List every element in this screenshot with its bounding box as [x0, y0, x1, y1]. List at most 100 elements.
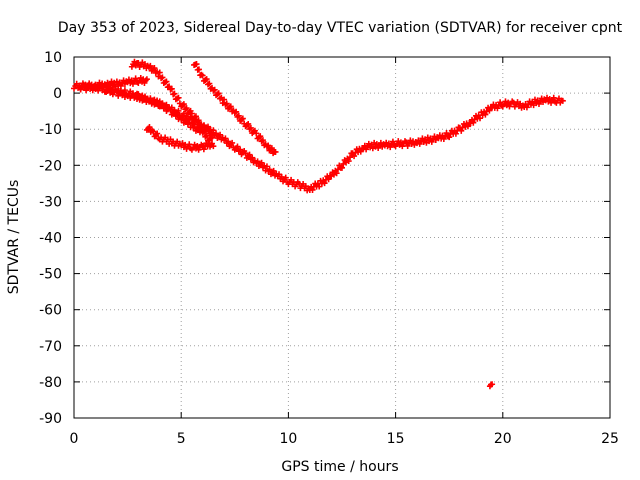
- data-point: [268, 145, 275, 152]
- y-tick-label: 10: [44, 50, 62, 66]
- data-point: [458, 127, 465, 134]
- series-cross-track: [77, 74, 150, 92]
- x-tick-label: 5: [177, 431, 186, 447]
- data-point: [270, 167, 277, 174]
- data-point: [207, 135, 214, 142]
- y-tick-label: -50: [39, 267, 62, 283]
- data-point: [200, 122, 207, 129]
- data-point: [180, 101, 187, 108]
- data-point: [175, 94, 182, 101]
- series-mid-track: [103, 84, 217, 150]
- y-tick-label: -90: [39, 411, 62, 427]
- chart-title: Day 353 of 2023, Sidereal Day-to-day VTE…: [58, 20, 623, 36]
- data-point: [272, 148, 279, 155]
- data-point: [234, 143, 241, 150]
- data-point: [309, 186, 316, 193]
- data-point: [258, 159, 265, 166]
- data-point: [132, 75, 139, 82]
- data-point: [171, 90, 178, 97]
- data-point: [242, 150, 249, 157]
- y-tick-label: -70: [39, 339, 62, 355]
- data-point: [222, 135, 229, 142]
- data-point: [446, 134, 453, 141]
- data-point: [389, 138, 396, 145]
- data-point: [464, 123, 471, 130]
- series-lower-track: [143, 124, 215, 153]
- data-point: [159, 100, 166, 107]
- y-tick-label: -40: [39, 231, 62, 247]
- data-point: [247, 124, 254, 131]
- data-point: [154, 97, 161, 104]
- data-point: [192, 113, 199, 120]
- data-point: [254, 158, 261, 165]
- data-point: [345, 158, 352, 165]
- data-point: [245, 120, 252, 127]
- data-point: [497, 99, 504, 106]
- data-point: [489, 381, 496, 388]
- data-point: [482, 111, 489, 118]
- data-point: [282, 174, 289, 181]
- data-point: [550, 94, 557, 101]
- grid: [74, 57, 610, 418]
- data-point: [208, 141, 215, 148]
- data-point: [263, 163, 270, 170]
- data-point: [200, 128, 207, 135]
- data-point: [246, 151, 253, 158]
- x-tick-label: 15: [387, 431, 405, 447]
- data-point: [470, 119, 477, 126]
- data-marks: [71, 58, 566, 390]
- data-point: [188, 110, 195, 117]
- data-point: [203, 76, 210, 83]
- data-point: [156, 69, 163, 76]
- data-point: [237, 146, 244, 153]
- x-tick-label: 0: [70, 431, 79, 447]
- data-point: [217, 131, 224, 138]
- data-point: [162, 103, 169, 110]
- x-tick-label: 20: [494, 431, 512, 447]
- series-right-track: [191, 61, 279, 157]
- data-point: [225, 138, 232, 145]
- data-point: [259, 137, 266, 144]
- data-point: [233, 108, 240, 115]
- data-point: [266, 166, 273, 173]
- y-tick-label: -80: [39, 375, 62, 391]
- data-point: [174, 111, 181, 118]
- data-point: [159, 74, 166, 81]
- series-outlier: [486, 381, 496, 390]
- data-point: [325, 176, 332, 183]
- data-point: [195, 66, 202, 73]
- x-axis-label: GPS time / hours: [281, 459, 398, 475]
- data-point: [321, 180, 328, 187]
- data-point: [191, 123, 198, 130]
- data-point: [206, 80, 213, 87]
- y-tick-label: -20: [39, 158, 62, 174]
- data-point: [167, 106, 174, 113]
- data-point: [351, 153, 358, 160]
- data-point: [211, 86, 218, 93]
- data-point: [154, 130, 161, 137]
- data-point: [188, 120, 195, 127]
- data-point: [163, 78, 170, 85]
- data-point: [559, 97, 566, 104]
- data-point: [143, 76, 150, 83]
- data-point: [147, 62, 154, 69]
- data-point: [249, 154, 256, 161]
- axis-ticks: 0 5 10 15 20 25 10 0 -10 -20 -30 -40 -50 -60 -70 -80 -90: [39, 50, 619, 447]
- data-point: [227, 103, 234, 110]
- data-point: [186, 141, 193, 148]
- data-point: [183, 116, 190, 123]
- data-point: [151, 65, 158, 72]
- x-tick-label: 10: [279, 431, 297, 447]
- data-point: [195, 117, 202, 124]
- data-point: [357, 148, 364, 155]
- data-point: [146, 124, 153, 131]
- data-point: [200, 146, 207, 153]
- data-point: [486, 107, 493, 114]
- y-axis-label: SDTVAR / TECUs: [6, 180, 22, 295]
- data-point: [205, 125, 211, 132]
- data-point: [195, 124, 202, 131]
- data-point: [253, 130, 260, 137]
- y-tick-label: 0: [53, 86, 62, 102]
- y-tick-label: -30: [39, 194, 62, 210]
